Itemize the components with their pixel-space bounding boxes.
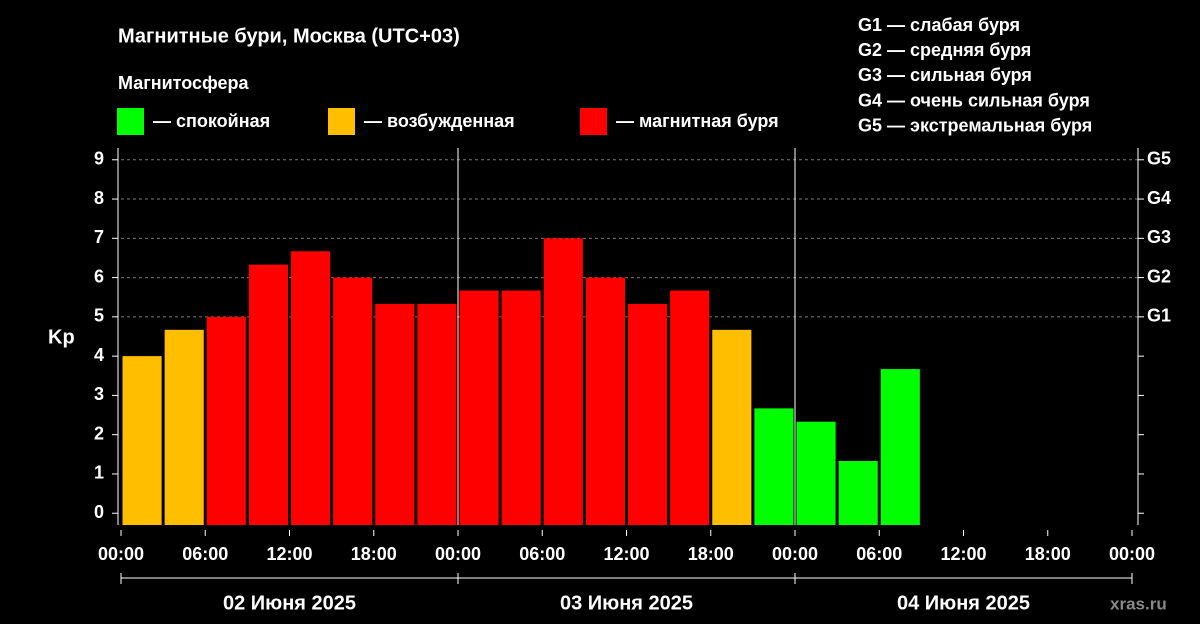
y2-tick-label: G4: [1147, 188, 1171, 208]
bar: [206, 316, 246, 525]
bar: [796, 421, 836, 525]
y-tick-label: 0: [94, 502, 104, 522]
y-tick-label: 2: [94, 423, 104, 443]
y-tick-label: 3: [94, 384, 104, 404]
g-legend-item: G5 — экстремальная буря: [858, 116, 1092, 136]
y-axis-label: Kp: [48, 326, 75, 348]
bar: [122, 356, 162, 525]
g-legend-item: G4 — очень сильная буря: [858, 90, 1090, 110]
bar: [543, 238, 583, 525]
day-label: 04 Июня 2025: [897, 592, 1030, 614]
bar: [333, 277, 373, 525]
x-tick-label: 06:00: [182, 544, 228, 564]
x-tick-label: 18:00: [688, 544, 734, 564]
x-tick-label: 18:00: [351, 544, 397, 564]
y-tick-label: 1: [94, 463, 104, 483]
y2-tick-label: G2: [1147, 266, 1171, 286]
bar: [291, 251, 331, 525]
watermark: xras.ru: [1110, 594, 1167, 613]
bar: [712, 329, 752, 525]
y-tick-label: 8: [94, 188, 104, 208]
day-label: 02 Июня 2025: [223, 592, 356, 614]
bar: [628, 303, 668, 525]
y-tick-label: 4: [94, 345, 104, 365]
bar: [248, 264, 288, 525]
legend-swatch: [580, 108, 607, 135]
bar: [838, 460, 878, 525]
y2-tick-label: G3: [1147, 227, 1171, 247]
bar: [501, 290, 541, 525]
y-tick-label: 5: [94, 306, 104, 326]
y2-tick-label: G1: [1147, 306, 1171, 326]
x-tick-label: 00:00: [98, 544, 144, 564]
g-legend-item: G1 — слабая буря: [858, 15, 1020, 35]
x-tick-label: 06:00: [519, 544, 565, 564]
bar: [670, 290, 710, 525]
legend-swatch: [117, 108, 144, 135]
y-tick-label: 6: [94, 266, 104, 286]
chart-title: Магнитные бури, Москва (UTC+03): [118, 25, 460, 47]
y2-tick-label: G5: [1147, 149, 1171, 169]
x-tick-label: 12:00: [603, 544, 649, 564]
legend-label: — спокойная: [153, 111, 270, 131]
y-tick-label: 9: [94, 149, 104, 169]
x-tick-label: 00:00: [1109, 544, 1155, 564]
bar: [164, 329, 204, 525]
y-tick-label: 7: [94, 227, 104, 247]
bar: [585, 277, 625, 525]
g-legend-item: G2 — средняя буря: [858, 40, 1031, 60]
day-label: 03 Июня 2025: [560, 592, 693, 614]
legend-swatch: [328, 108, 355, 135]
bar: [417, 303, 457, 525]
g-legend-item: G3 — сильная буря: [858, 65, 1032, 85]
x-tick-label: 18:00: [1025, 544, 1071, 564]
x-tick-label: 00:00: [435, 544, 481, 564]
x-tick-label: 12:00: [940, 544, 986, 564]
x-tick-label: 00:00: [772, 544, 818, 564]
bar: [375, 303, 415, 525]
legend-label: — возбужденная: [364, 111, 515, 131]
x-tick-label: 12:00: [266, 544, 312, 564]
bar: [459, 290, 499, 525]
legend-title: Магнитосфера: [118, 73, 250, 93]
legend-label: — магнитная буря: [616, 111, 779, 131]
bar: [754, 408, 794, 525]
x-tick-label: 06:00: [856, 544, 902, 564]
bar: [880, 369, 920, 525]
